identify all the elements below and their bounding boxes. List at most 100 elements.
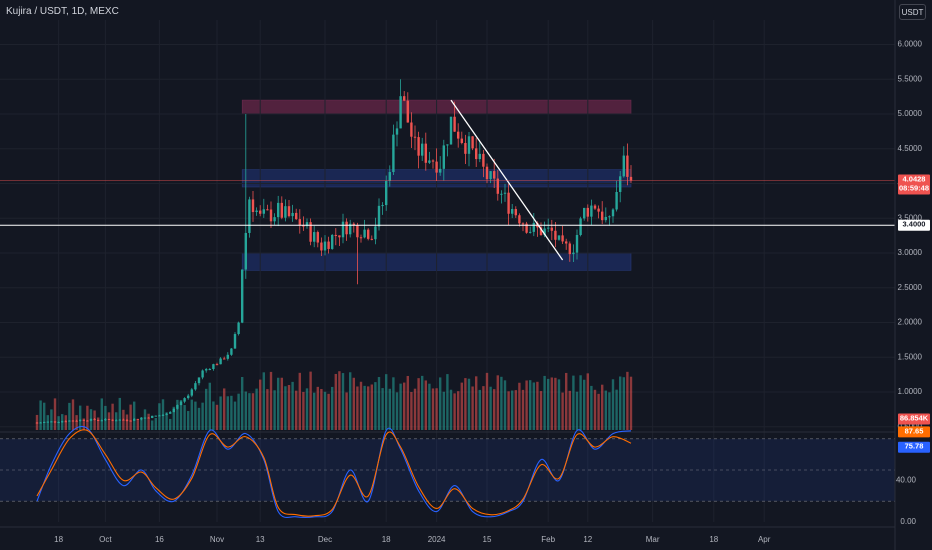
candle-body xyxy=(273,217,276,222)
volume-bar xyxy=(327,393,330,430)
volume-bar xyxy=(223,388,226,430)
candle-body xyxy=(345,221,348,235)
candle-body xyxy=(604,216,607,221)
candle-body xyxy=(201,370,204,378)
volume-bar xyxy=(309,371,312,430)
time-tick-label: 12 xyxy=(583,535,592,544)
volume-bar xyxy=(475,376,478,430)
volume-bar xyxy=(388,388,391,430)
candle-body xyxy=(406,100,409,123)
candle-body xyxy=(399,96,402,129)
candle-body xyxy=(305,222,309,227)
candle-body xyxy=(572,252,575,255)
candle-body xyxy=(478,153,481,160)
stochastic-panel xyxy=(0,425,932,519)
volume-bar xyxy=(68,402,71,430)
candle-body xyxy=(309,222,312,242)
axis-background xyxy=(895,0,932,550)
candle-body xyxy=(435,161,438,173)
candle-body xyxy=(241,269,244,323)
volume-bar xyxy=(248,393,251,430)
candle-body xyxy=(503,192,507,194)
candle-body xyxy=(118,419,121,421)
volume-bar xyxy=(133,401,136,430)
candle-body xyxy=(151,415,154,418)
candle-body xyxy=(392,134,395,173)
volume-bar xyxy=(579,375,582,430)
candle-body xyxy=(410,122,413,137)
candle-body xyxy=(115,420,118,422)
candle-body xyxy=(259,210,262,214)
volume-bar xyxy=(79,405,82,430)
candle-body xyxy=(356,225,359,238)
volume-bar xyxy=(338,371,341,430)
volume-bar xyxy=(313,392,316,430)
volume-bar xyxy=(219,396,222,430)
volume-bar xyxy=(136,420,139,430)
volume-bar xyxy=(557,379,561,430)
volume-bar xyxy=(75,415,78,430)
countdown-label: 08:59:48 xyxy=(899,184,929,193)
volume-bar xyxy=(493,389,496,430)
candle-body xyxy=(363,229,366,238)
candle-body xyxy=(557,235,561,240)
candle-body xyxy=(100,420,103,422)
volume-bar xyxy=(244,391,247,430)
candle-body xyxy=(237,322,240,335)
volume-bar xyxy=(543,375,546,430)
candle-body xyxy=(417,137,420,156)
volume-bar xyxy=(172,406,175,430)
osc-tick-label: 40.00 xyxy=(896,476,917,485)
crosshair-price-badge-bg xyxy=(898,219,930,231)
candle-body xyxy=(133,418,136,421)
volume-bar xyxy=(194,401,197,430)
volume-bar xyxy=(165,412,168,430)
volume-bar xyxy=(449,389,453,430)
volume-bar xyxy=(377,377,381,430)
last-price-badge-bg xyxy=(898,174,930,195)
candle-body xyxy=(129,420,132,422)
stoch-k-value-label: 75.78 xyxy=(905,442,924,451)
volume-bar xyxy=(467,378,471,430)
volume-bar xyxy=(611,379,615,430)
time-tick-label: Apr xyxy=(758,535,771,544)
volume-bar xyxy=(496,375,499,430)
candle-body xyxy=(482,153,485,167)
volume-bar xyxy=(399,383,402,430)
candle-body xyxy=(485,166,489,180)
time-tick-label: Oct xyxy=(99,535,112,544)
price-tick-label: 2.0000 xyxy=(898,318,923,327)
volume-bar xyxy=(392,377,395,430)
stoch-k-badge: 75.78 xyxy=(898,442,930,453)
candle-body xyxy=(125,419,129,421)
currency-button[interactable]: USDT xyxy=(899,4,926,20)
candle-body xyxy=(619,176,622,192)
candle-body xyxy=(442,145,445,169)
candle-body xyxy=(554,230,557,240)
last-price-label: 4.0428 xyxy=(903,175,926,184)
volume-bar xyxy=(417,378,420,430)
candle-body xyxy=(467,136,471,154)
volume-bar xyxy=(215,404,219,430)
candle-body xyxy=(424,143,427,163)
candle-body xyxy=(421,143,424,156)
volume-bar xyxy=(615,389,618,430)
volume-bar xyxy=(118,397,121,430)
candle-body xyxy=(496,178,499,194)
volume-bar xyxy=(241,376,244,430)
volume-bar xyxy=(323,391,327,430)
volume-bar xyxy=(471,386,474,430)
volume-bar xyxy=(597,393,600,430)
volume-bar xyxy=(572,375,575,430)
candle-body xyxy=(593,205,597,209)
candle-body xyxy=(89,418,93,421)
candle-body xyxy=(395,128,399,135)
volume-bar xyxy=(277,377,280,430)
volume-bar xyxy=(410,391,413,430)
volume-bar xyxy=(140,417,143,430)
volume-bar xyxy=(446,374,449,430)
volume-bar xyxy=(590,385,593,430)
overlay-lines xyxy=(0,99,895,261)
price-tick-label: 5.5000 xyxy=(898,74,923,83)
